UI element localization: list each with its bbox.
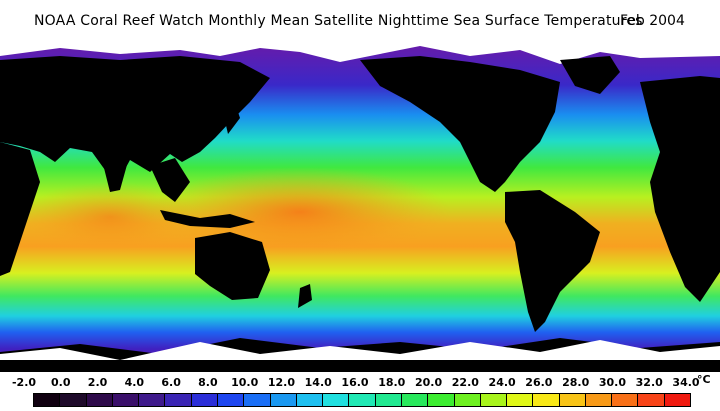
indonesia <box>160 210 255 228</box>
title-bar: NOAA Coral Reef Watch Monthly Mean Satel… <box>0 0 720 42</box>
europe-africa-east <box>640 76 720 302</box>
legend-tick-label: 30.0 <box>598 376 627 389</box>
legend-swatch <box>217 394 245 406</box>
south-america <box>505 190 600 332</box>
india-peninsula <box>100 152 130 192</box>
legend-tick-label: 8.0 <box>198 376 218 389</box>
legend-swatch <box>559 394 586 406</box>
legend-swatch <box>533 394 560 406</box>
legend-swatch <box>34 394 61 406</box>
legend-swatch <box>401 394 429 406</box>
eurasia <box>0 56 270 182</box>
legend-swatch <box>375 394 402 406</box>
legend-swatch <box>454 394 481 406</box>
legend-swatch <box>165 394 192 406</box>
sst-map <box>0 42 720 372</box>
indian-ocean-warm <box>20 182 200 252</box>
legend-swatch <box>507 394 534 406</box>
legend-tick-label: 34.0 <box>672 376 700 389</box>
new-zealand <box>298 284 312 308</box>
legend-swatch <box>428 394 455 406</box>
legend-tick-label: 4.0 <box>124 376 145 389</box>
legend-swatch <box>349 394 376 406</box>
legend-tick-label: 14.0 <box>304 376 332 389</box>
legend-swatch <box>139 394 166 406</box>
legend-tick-label: 18.0 <box>378 376 406 389</box>
southeast-asia <box>150 158 190 202</box>
antarctic-ice <box>0 340 720 360</box>
legend-swatch <box>112 394 140 406</box>
legend-swatch <box>191 394 218 406</box>
legend-tick-label: -2.0 <box>11 376 37 389</box>
legend-swatch <box>323 394 350 406</box>
legend-tick-label: 28.0 <box>562 376 590 389</box>
map-title: NOAA Coral Reef Watch Monthly Mean Satel… <box>34 13 643 29</box>
map-date: Feb 2004 <box>620 13 685 29</box>
arctic-ice <box>0 42 720 64</box>
legend-tick-label: 6.0 <box>161 376 181 389</box>
legend-tick-label: 12.0 <box>267 376 296 389</box>
legend-swatch <box>480 394 508 406</box>
legend-unit: °C <box>697 373 711 386</box>
legend-swatch <box>638 394 665 406</box>
north-america <box>360 56 560 192</box>
australia <box>195 232 270 300</box>
legend-swatch <box>296 394 324 406</box>
legend-tick-label: 32.0 <box>635 376 663 389</box>
legend-tick-label: 16.0 <box>341 376 369 389</box>
africa-east <box>0 142 40 276</box>
color-legend: -2.0 0.0 2.0 4.0 6.0 8.0 10.0 12.0 14.0 16.0 18.0 2… <box>0 372 720 411</box>
legend-swatch <box>664 394 691 406</box>
legend-tick-label: 24.0 <box>488 376 516 389</box>
legend-tick-label: 0.0 <box>51 376 71 389</box>
legend-swatch <box>612 394 639 406</box>
legend-tick-label: 10.0 <box>231 376 259 389</box>
legend-swatch <box>270 394 297 406</box>
greenland <box>560 56 620 94</box>
legend-tick-label: 20.0 <box>414 376 443 389</box>
legend-color-bar <box>33 393 691 407</box>
legend-swatch <box>60 394 87 406</box>
legend-tick-label: 22.0 <box>451 376 479 389</box>
legend-tick-label: 2.0 <box>87 376 108 389</box>
japan <box>222 100 240 134</box>
legend-tick-label: 26.0 <box>525 376 553 389</box>
legend-swatch <box>585 394 613 406</box>
legend-swatch <box>244 394 271 406</box>
legend-swatch <box>86 394 113 406</box>
